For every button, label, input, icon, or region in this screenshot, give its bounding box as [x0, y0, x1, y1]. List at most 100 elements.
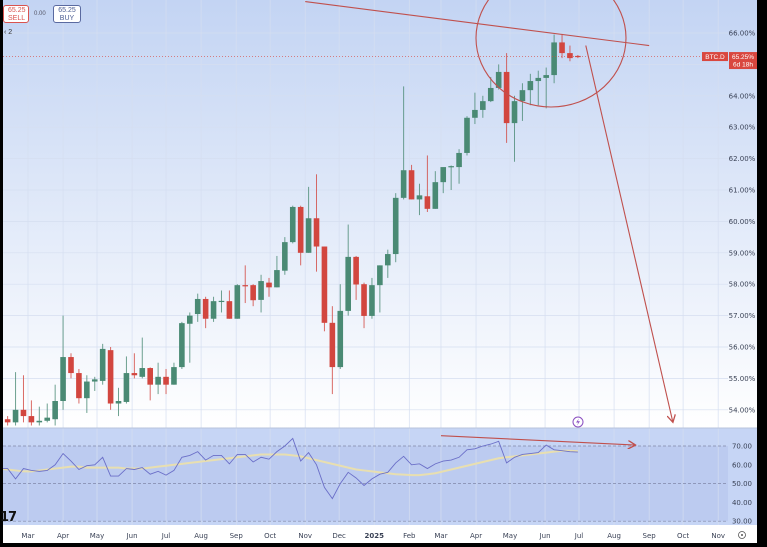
candle [289, 205, 296, 244]
price-axis-label: 66.00% [729, 30, 756, 38]
price-axis-label: 56.00% [729, 344, 756, 352]
candle [321, 246, 328, 332]
candle-body [480, 101, 486, 110]
candle [20, 375, 27, 423]
candle-body [202, 298, 209, 319]
symbol-badge-text: BTC.D [705, 54, 725, 61]
price-axis-label: 60.00% [729, 218, 756, 226]
rsi-axis-label: 70.00 [732, 443, 752, 451]
candle-body [416, 195, 423, 200]
candle [258, 274, 264, 313]
candle-body [384, 254, 391, 266]
candle-body [139, 368, 146, 377]
candle-body [171, 367, 177, 385]
candle [107, 347, 114, 410]
candle [202, 296, 209, 329]
time-axis-label: May [503, 532, 517, 540]
candle-body [472, 109, 478, 118]
candle [250, 284, 256, 307]
candle [44, 403, 51, 423]
candle-body [289, 206, 296, 243]
rsi-axis-label: 50.00 [732, 480, 752, 488]
candle [487, 76, 494, 103]
candle [91, 376, 98, 391]
candle-body [527, 81, 534, 91]
candle-body [163, 376, 169, 385]
candle [337, 284, 344, 369]
buy-button[interactable]: 65.25 BUY [53, 5, 81, 23]
candle-body [68, 357, 74, 374]
candle-body [12, 409, 19, 423]
candle [503, 53, 510, 143]
lightning-icon[interactable] [572, 416, 584, 428]
candle [28, 400, 35, 426]
candle-body [76, 373, 82, 399]
lightning-icon-glyph [576, 418, 580, 426]
time-axis-label: Aug [194, 532, 208, 540]
candle [424, 155, 431, 212]
chevron-icon: ‹ [4, 29, 9, 36]
settings-icon[interactable] [738, 531, 746, 539]
rsi-arrow-drawing [440, 435, 636, 445]
candle [575, 54, 581, 59]
chart-canvas[interactable]: Mar Apr May Jun Jul Aug Sep Oct Nov Dec 2025 Feb Mar… [3, 0, 757, 543]
price-axis-label: 59.00% [729, 249, 756, 257]
candle-body [456, 152, 462, 168]
candle-body [305, 218, 312, 253]
spread-value: 0.00 [34, 11, 46, 17]
time-axis-label: Oct [677, 532, 689, 540]
candle [242, 265, 249, 304]
candle-body [543, 75, 549, 78]
candle-body [210, 301, 217, 319]
candle-body [559, 42, 565, 54]
time-axis-label: Jul [161, 532, 171, 540]
candle-body [44, 417, 51, 421]
candle-body [194, 298, 201, 315]
time-axis-label: Sep [643, 532, 657, 540]
candle [99, 343, 106, 385]
candle-body [487, 87, 494, 102]
candle-body [567, 53, 573, 59]
indicator-count: 2 [8, 29, 13, 36]
price-badge [729, 52, 757, 70]
time-axis-label: Dec [332, 532, 346, 540]
candle-body [84, 381, 90, 399]
candle-body [99, 348, 106, 381]
candle [345, 224, 351, 316]
candle [464, 116, 470, 156]
candle [171, 362, 177, 385]
chart-area[interactable]: Mar Apr May Jun Jul Aug Sep Oct Nov Dec 2025 Feb Mar… [3, 0, 757, 543]
candle [543, 67, 549, 109]
sell-label: SELL [8, 15, 26, 22]
candle-body [464, 117, 470, 153]
candle [511, 95, 518, 162]
candle [400, 86, 407, 200]
candle-body [345, 256, 351, 311]
time-axis-label: Jul [574, 532, 584, 540]
settings-icon-ring [738, 531, 746, 539]
price-axis-label: 55.00% [729, 375, 756, 383]
candle-body [91, 379, 98, 382]
rsi-axis-label: 30.00 [732, 518, 752, 526]
candle [234, 284, 241, 319]
price-axis-label: 61.00% [729, 187, 756, 195]
candle-body [282, 242, 288, 271]
candle-body [250, 285, 256, 301]
price-badge-value: 65.25% [732, 54, 754, 61]
candle [369, 277, 375, 319]
candle [282, 237, 288, 275]
price-axis-label: 57.00% [729, 312, 756, 320]
sell-button[interactable]: 65.25 SELL [3, 5, 29, 23]
price-axis-label: 64.00% [729, 92, 756, 100]
candle-body [329, 322, 336, 368]
candle [527, 73, 534, 106]
candle [84, 375, 90, 413]
candle [226, 290, 233, 319]
indicator-toggle[interactable]: ‹ 2 [4, 29, 12, 36]
candle-body [297, 206, 304, 253]
candle [4, 416, 11, 426]
candle-body [321, 246, 328, 323]
candle [535, 70, 542, 106]
sell-price: 65.25 [8, 7, 26, 14]
candle-body [4, 419, 11, 423]
